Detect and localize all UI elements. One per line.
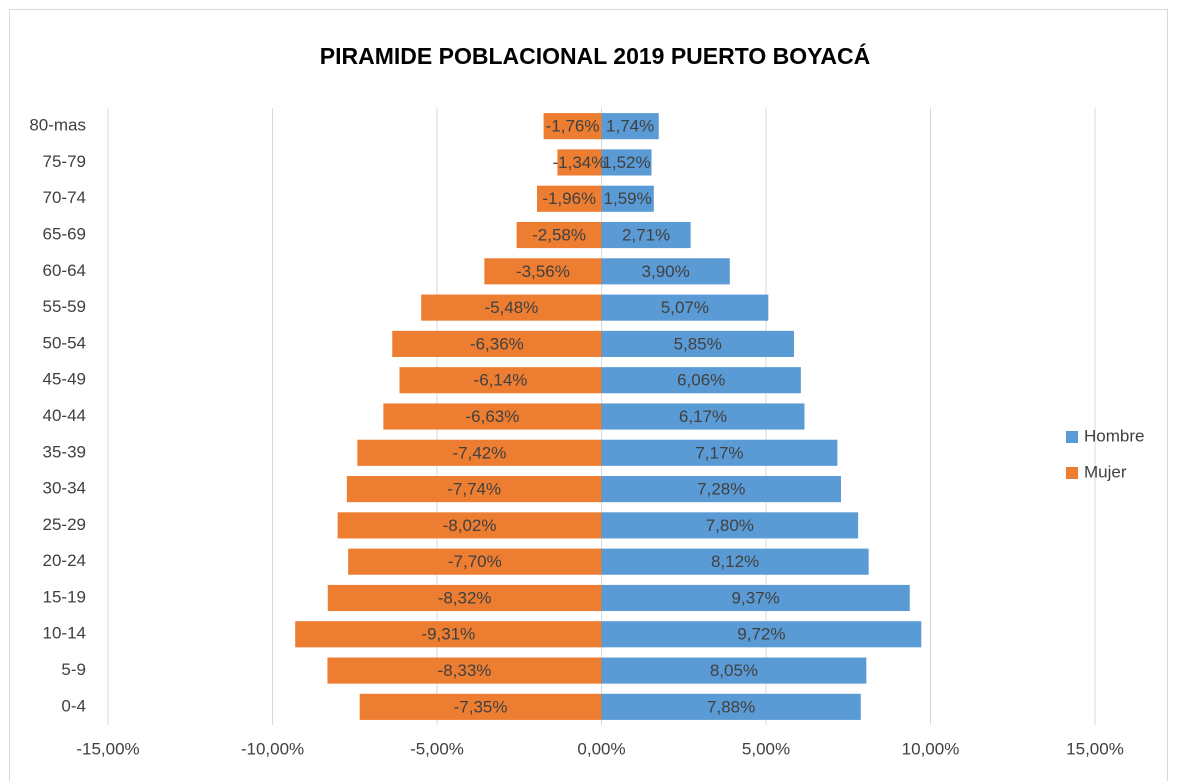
bar xyxy=(327,657,602,684)
legend-swatch xyxy=(1066,431,1078,443)
data-label: -7,74% xyxy=(447,480,501,499)
bar xyxy=(383,403,602,430)
x-tick-label: 0,00% xyxy=(577,739,625,758)
bar xyxy=(346,476,602,503)
legend-label: Mujer xyxy=(1084,462,1127,481)
bar xyxy=(392,330,602,357)
bar xyxy=(537,185,602,212)
bar xyxy=(601,113,659,140)
data-label: 1,52% xyxy=(602,153,650,172)
data-label: -5,48% xyxy=(484,298,538,317)
x-tick-label: -15,00% xyxy=(76,739,139,758)
y-tick-label: 80-mas xyxy=(29,116,86,135)
bar xyxy=(337,512,602,539)
y-tick-label: 45-49 xyxy=(43,370,86,389)
data-label: -6,36% xyxy=(470,334,524,353)
data-label: -3,56% xyxy=(516,262,570,281)
y-tick-label: 20-24 xyxy=(43,551,86,570)
x-tick-label: 15,00% xyxy=(1066,739,1124,758)
bar xyxy=(601,221,691,249)
bar xyxy=(421,294,602,321)
data-label: -2,58% xyxy=(532,226,586,245)
y-tick-label: 0-4 xyxy=(61,696,86,715)
bar xyxy=(601,367,801,394)
bar xyxy=(516,221,602,249)
data-label: -6,14% xyxy=(474,371,528,390)
chart-title: PIRAMIDE POBLACIONAL 2019 PUERTO BOYACÁ xyxy=(320,42,870,69)
data-label: 6,06% xyxy=(677,371,725,390)
bar xyxy=(601,512,859,539)
data-label: -7,70% xyxy=(448,552,502,571)
data-label: -7,42% xyxy=(453,443,507,462)
data-label: 7,88% xyxy=(707,697,755,716)
data-label: -1,34% xyxy=(553,153,607,172)
data-label: -7,35% xyxy=(454,697,508,716)
data-label: 5,07% xyxy=(661,298,709,317)
bar xyxy=(399,367,602,394)
bar xyxy=(348,548,602,575)
data-label: 9,37% xyxy=(732,588,780,607)
y-tick-label: 25-29 xyxy=(43,515,86,534)
bar xyxy=(601,657,867,684)
bar xyxy=(359,693,602,720)
y-tick-label: 50-54 xyxy=(43,333,86,352)
data-label: 5,85% xyxy=(674,334,722,353)
data-label: 2,71% xyxy=(622,226,670,245)
legend-swatch xyxy=(1066,467,1078,479)
y-tick-label: 55-59 xyxy=(43,297,86,316)
data-label: -8,32% xyxy=(438,588,492,607)
bar xyxy=(601,185,654,212)
data-label: 7,80% xyxy=(706,516,754,535)
bar xyxy=(601,258,730,285)
data-label: -9,31% xyxy=(421,625,475,644)
bar xyxy=(601,476,842,503)
bar xyxy=(357,439,602,466)
data-label: 3,90% xyxy=(642,262,690,281)
data-label: 8,05% xyxy=(710,661,758,680)
bar xyxy=(601,693,861,720)
y-tick-label: 60-64 xyxy=(43,261,86,280)
bar xyxy=(601,294,769,321)
bar xyxy=(557,149,602,176)
data-label: 9,72% xyxy=(737,625,785,644)
y-tick-label: 10-14 xyxy=(43,624,86,643)
data-label: 7,17% xyxy=(695,443,743,462)
bar xyxy=(601,330,794,357)
bar xyxy=(327,584,602,612)
bar xyxy=(601,439,838,466)
data-label: 8,12% xyxy=(711,552,759,571)
bar xyxy=(543,113,602,140)
y-tick-label: 15-19 xyxy=(43,587,86,606)
bar xyxy=(601,548,869,575)
y-tick-label: 5-9 xyxy=(61,660,86,679)
y-tick-label: 35-39 xyxy=(43,442,86,461)
x-tick-label: 10,00% xyxy=(902,739,960,758)
y-tick-label: 75-79 xyxy=(43,152,86,171)
data-label: -8,33% xyxy=(438,661,492,680)
data-label: 1,59% xyxy=(604,189,652,208)
bar xyxy=(295,621,602,648)
bar xyxy=(601,149,652,176)
x-tick-label: -5,00% xyxy=(410,739,464,758)
y-tick-label: 70-74 xyxy=(43,188,86,207)
bar xyxy=(601,403,805,430)
y-tick-label: 65-69 xyxy=(43,225,86,244)
x-tick-label: 5,00% xyxy=(742,739,790,758)
data-label: 6,17% xyxy=(679,407,727,426)
y-tick-label: 40-44 xyxy=(43,406,86,425)
legend-label: Hombre xyxy=(1084,426,1144,445)
data-label: -6,63% xyxy=(465,407,519,426)
data-label: -1,96% xyxy=(542,189,596,208)
bar xyxy=(484,258,602,285)
bar xyxy=(601,621,922,648)
data-label: 7,28% xyxy=(697,480,745,499)
bar xyxy=(601,584,910,612)
x-tick-label: -10,00% xyxy=(241,739,304,758)
data-label: 1,74% xyxy=(606,117,654,136)
data-label: -8,02% xyxy=(443,516,497,535)
y-tick-label: 30-34 xyxy=(43,479,86,498)
data-label: -1,76% xyxy=(546,117,600,136)
